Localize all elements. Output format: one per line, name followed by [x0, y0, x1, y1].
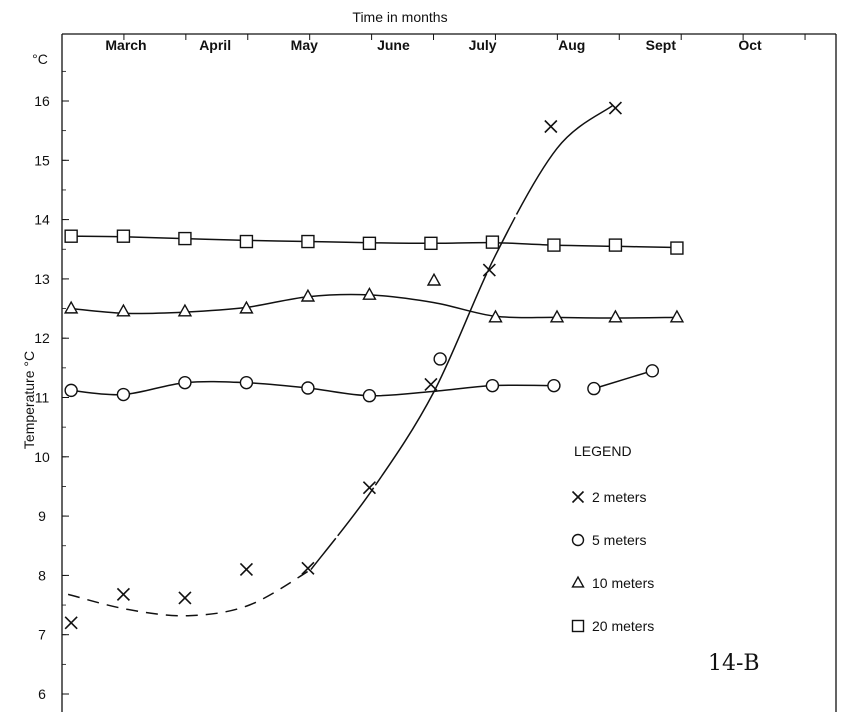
x-axis-ticks: March April May June July Aug Sept Oct — [61, 34, 806, 53]
data-point — [116, 387, 131, 402]
data-point — [645, 364, 660, 378]
data-point — [239, 234, 254, 249]
x-tick-label: Aug — [558, 37, 585, 53]
x-marker-stroke — [571, 490, 585, 504]
x-marker-stroke — [239, 562, 253, 577]
y-tick-label: 7 — [38, 627, 46, 643]
y-tick-label: 9 — [38, 508, 46, 524]
data-point — [301, 234, 315, 249]
data-point — [549, 309, 565, 323]
series-points — [63, 101, 685, 630]
data-point — [587, 381, 601, 396]
data-point — [177, 303, 193, 317]
data-point — [608, 101, 622, 115]
data-point — [485, 235, 500, 249]
x-tick-label: June — [377, 37, 410, 53]
y-tick-label: 14 — [34, 212, 50, 228]
y-tick-label: 10 — [34, 449, 50, 465]
x-marker-stroke — [178, 591, 192, 605]
data-point — [362, 236, 377, 251]
x-marker-stroke — [482, 263, 496, 277]
data-point — [608, 309, 623, 323]
data-point — [547, 238, 561, 252]
data-point — [488, 309, 503, 323]
y-tick-label: 6 — [38, 686, 46, 702]
x-tick-label: March — [105, 37, 146, 53]
data-point — [301, 381, 315, 395]
data-point — [301, 561, 315, 575]
y-tick-label: 15 — [34, 152, 50, 168]
x-marker-stroke — [301, 561, 315, 575]
y-axis-unit-label: °C — [32, 51, 48, 67]
data-point — [239, 375, 254, 390]
y-axis-label: Temperature °C — [21, 351, 37, 449]
x-tick-label: July — [469, 37, 497, 53]
data-point — [300, 288, 316, 302]
axes — [61, 33, 837, 712]
data-point — [608, 238, 623, 252]
data-point — [362, 389, 377, 403]
x-marker-stroke — [608, 101, 622, 115]
data-point — [178, 375, 192, 390]
chart-title: Time in months — [352, 9, 447, 25]
y-tick-label: 16 — [34, 93, 50, 109]
x-tick-label: Sept — [646, 37, 677, 53]
y-tick-label: 8 — [38, 567, 46, 583]
series-curve-dashed — [67, 568, 312, 617]
series-curve — [593, 370, 653, 390]
data-point — [424, 377, 438, 392]
x-marker-stroke — [424, 377, 438, 392]
x-marker-stroke — [544, 119, 558, 134]
data-point — [485, 378, 500, 393]
data-point — [670, 241, 684, 255]
y-axis-ticks: 6 7 8 9 10 11 12 13 14 15 16 — [34, 70, 69, 702]
series-curve — [310, 105, 613, 570]
legend-label: 20 meters — [592, 618, 654, 634]
data-point — [424, 236, 438, 251]
data-point — [116, 587, 130, 601]
data-point — [239, 300, 254, 314]
x-marker-stroke — [116, 587, 130, 601]
y-tick-label: 12 — [34, 330, 50, 346]
data-point — [116, 303, 131, 317]
x-marker-stroke — [362, 481, 376, 495]
data-point — [547, 378, 561, 393]
y-tick-label: 13 — [34, 271, 50, 287]
legend-marker — [571, 575, 585, 588]
data-point — [63, 300, 79, 314]
legend-marker — [571, 490, 585, 504]
legend-label: 10 meters — [592, 575, 654, 591]
data-point — [544, 119, 558, 134]
data-point — [64, 616, 78, 630]
data-point — [239, 562, 253, 577]
x-tick-label: May — [291, 37, 318, 53]
data-point — [426, 272, 442, 286]
legend-label: 2 meters — [592, 489, 646, 505]
data-point — [433, 352, 447, 366]
x-tick-label: April — [199, 37, 231, 53]
data-point — [362, 286, 377, 300]
x-marker-stroke — [64, 616, 78, 630]
data-point — [482, 263, 496, 277]
legend-marker — [571, 619, 585, 633]
legend: LEGEND 2 meters 5 meters 10 meters 20 meter… — [571, 443, 654, 634]
figure-annotation: 14-B — [708, 651, 760, 676]
legend-title: LEGEND — [574, 443, 632, 459]
x-tick-label: Oct — [738, 37, 762, 53]
data-point — [178, 591, 192, 605]
legend-marker — [571, 533, 585, 547]
data-point — [178, 231, 192, 246]
data-point — [64, 383, 78, 398]
y-tick-label: 11 — [35, 390, 50, 406]
data-point — [669, 309, 685, 323]
data-point — [64, 229, 78, 243]
data-point — [116, 229, 131, 243]
series-curves — [67, 105, 677, 617]
data-point — [362, 481, 376, 495]
legend-label: 5 meters — [592, 532, 646, 548]
